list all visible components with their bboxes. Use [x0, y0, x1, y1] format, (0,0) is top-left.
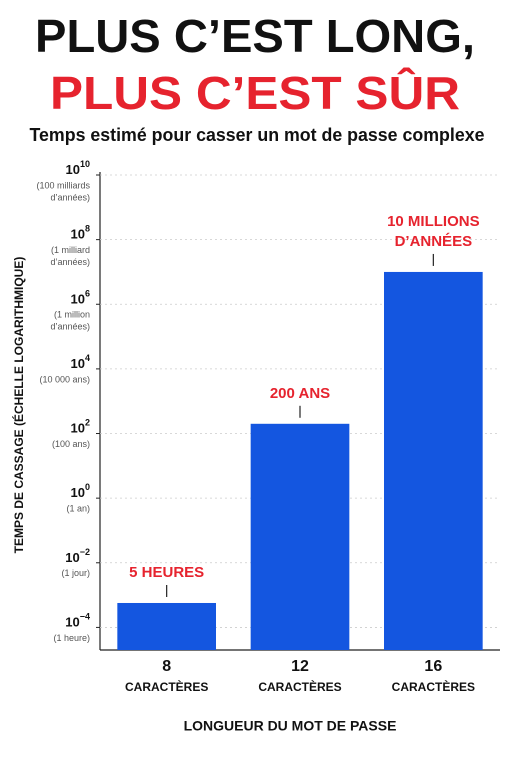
y-axis-label: TEMPS DE CASSAGE (ÉCHELLE LOGARITHMIQUE) — [11, 257, 26, 554]
y-tick-label: 108 — [71, 224, 90, 242]
x-tick-label: 12 — [291, 658, 309, 675]
y-tick-note: (1 jour) — [61, 568, 90, 578]
y-tick-note: (100 ans) — [52, 439, 90, 449]
bar — [117, 602, 216, 650]
y-tick-base: 10 — [71, 292, 85, 307]
y-tick-exponent: 4 — [85, 353, 90, 363]
bar — [384, 271, 483, 650]
chart-title: PLUS C’EST LONG, — [35, 10, 475, 62]
y-tick-exponent: 8 — [85, 224, 90, 234]
y-tick-exponent: 0 — [85, 483, 90, 493]
y-tick-label: 10−2 — [65, 547, 90, 565]
y-tick-base: 10 — [71, 356, 85, 371]
data-label: 10 MILLIONS — [387, 213, 480, 230]
x-tick-label: 16 — [424, 658, 442, 675]
x-tick-label: 8 — [162, 658, 171, 675]
y-tick-note: d’années) — [50, 192, 90, 202]
y-tick-exponent: 2 — [85, 418, 90, 428]
y-tick-note: d’années) — [50, 322, 90, 332]
x-tick-unit: CARACTÈRES — [125, 679, 208, 694]
y-tick-exponent: −4 — [80, 612, 90, 622]
y-tick-note: d’années) — [50, 257, 90, 267]
y-tick-label: 100 — [71, 483, 90, 501]
x-tick-unit: CARACTÈRES — [258, 679, 341, 694]
y-tick-exponent: −2 — [80, 547, 90, 557]
data-label: 5 HEURES — [129, 564, 204, 581]
y-tick-base: 10 — [71, 486, 85, 501]
y-tick-label: 106 — [71, 289, 90, 307]
x-axis-label: LONGUEUR DU MOT DE PASSE — [184, 718, 397, 734]
y-tick-base: 10 — [71, 421, 85, 436]
y-tick-base: 10 — [71, 227, 85, 242]
y-tick-note: (1 an) — [66, 504, 90, 514]
y-tick-note: (10 000 ans) — [39, 374, 90, 384]
y-tick-base: 10 — [66, 162, 80, 177]
y-tick-label: 104 — [71, 353, 90, 371]
data-label: 200 ANS — [270, 385, 330, 402]
y-tick-label: 1010 — [66, 159, 90, 177]
y-tick-note: (1 milliard — [51, 245, 90, 255]
chart-subtitle: Temps estimé pour casser un mot de passe… — [30, 125, 485, 145]
y-tick-note: (100 milliards — [36, 180, 90, 190]
y-tick-base: 10 — [65, 615, 79, 630]
chart-title-highlight: PLUS C’EST SÛR — [50, 67, 460, 119]
y-tick-label: 102 — [71, 418, 90, 436]
y-tick-exponent: 6 — [85, 289, 90, 299]
y-tick-label: 10−4 — [65, 612, 90, 630]
y-tick-note: (1 million — [54, 310, 90, 320]
y-tick-exponent: 10 — [80, 159, 90, 169]
y-tick-base: 10 — [65, 550, 79, 565]
bar — [250, 423, 350, 650]
data-label: D’ANNÉES — [395, 233, 473, 250]
y-tick-note: (1 heure) — [53, 633, 90, 643]
x-tick-unit: CARACTÈRES — [392, 679, 475, 694]
